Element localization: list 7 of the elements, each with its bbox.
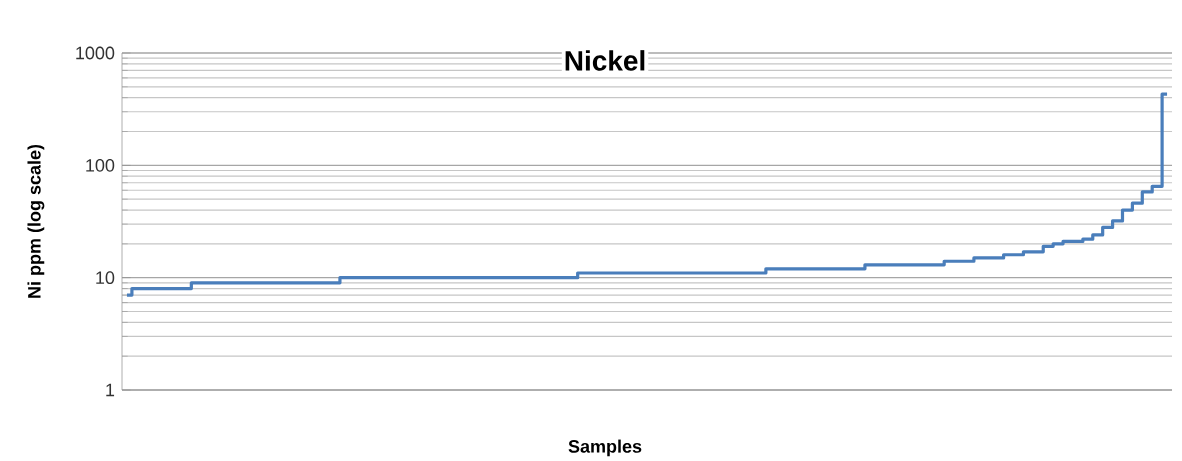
y-tick-label: 100 bbox=[86, 158, 115, 172]
y-tick-label: 10 bbox=[96, 271, 115, 285]
chart-title: Nickel bbox=[565, 50, 645, 71]
y-tick-label: 1000 bbox=[76, 46, 115, 60]
x-axis-title: Samples bbox=[568, 439, 642, 457]
y-axis-title: Ni ppm (log scale) bbox=[27, 144, 45, 298]
y-tick-label: 1 bbox=[106, 383, 115, 397]
